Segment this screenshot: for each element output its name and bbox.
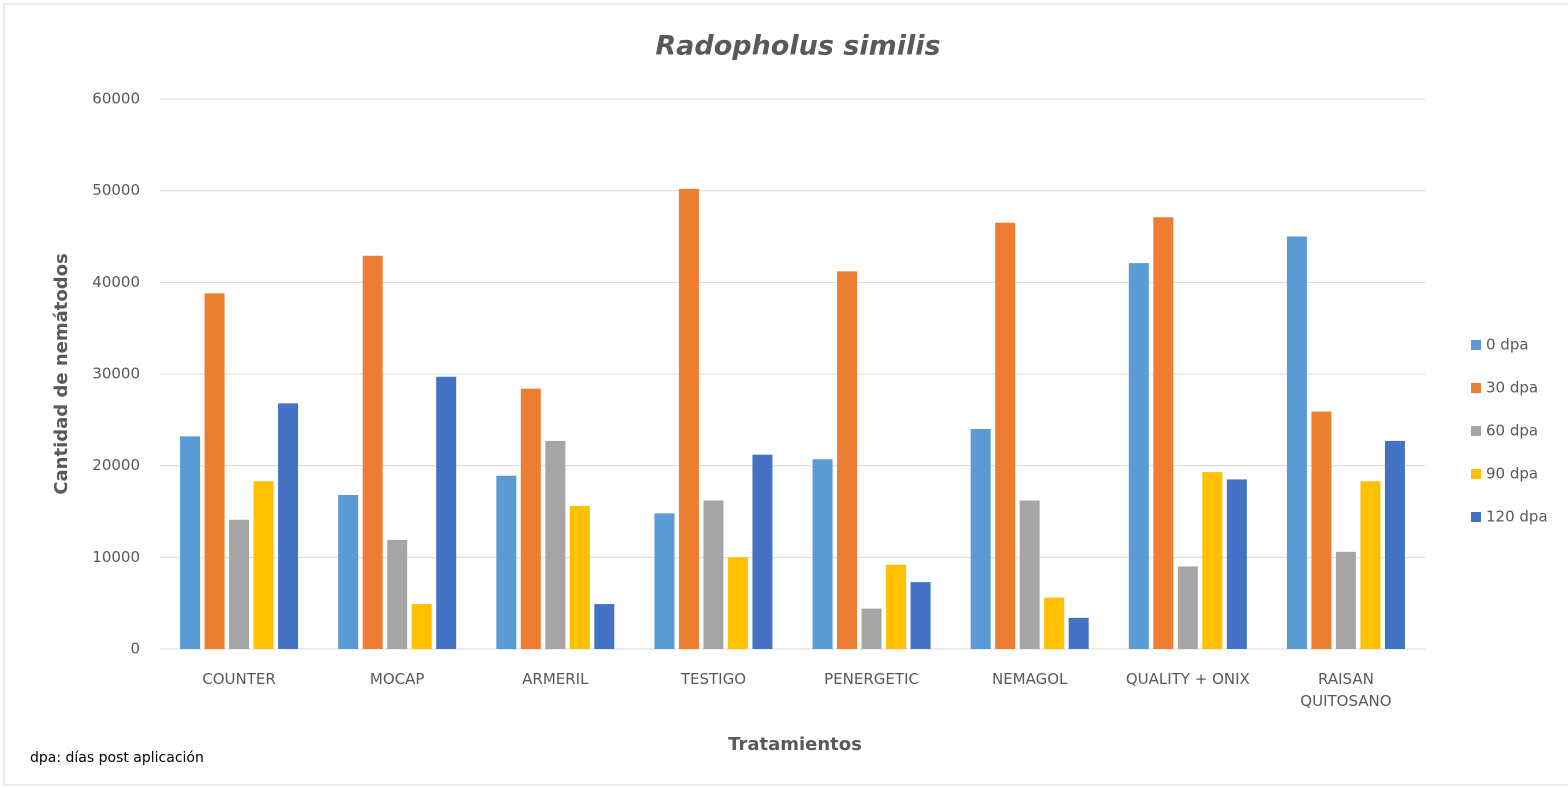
bar	[837, 271, 858, 649]
bar	[1044, 597, 1065, 649]
bar	[1153, 217, 1174, 649]
chart-border	[3, 3, 1568, 786]
x-tick-label: QUALITY + ONIX	[1125, 670, 1250, 688]
x-tick-label: ARMERIL	[522, 670, 589, 688]
bar	[886, 564, 907, 649]
bar	[338, 495, 359, 649]
legend-swatch	[1471, 512, 1481, 522]
bar	[703, 500, 724, 649]
bar	[1177, 566, 1198, 649]
y-tick-label: 40000	[92, 273, 140, 291]
bar	[253, 481, 274, 649]
bar	[910, 582, 931, 649]
bar	[1019, 500, 1040, 649]
bar	[752, 454, 773, 649]
bar	[1068, 617, 1089, 649]
bar	[1311, 411, 1332, 649]
bar	[569, 506, 590, 649]
bar	[387, 539, 408, 649]
x-tick-label: NEMAGOL	[991, 670, 1068, 688]
y-tick-label: 60000	[92, 90, 140, 108]
x-tick-label: PENERGETIC	[824, 670, 919, 688]
bar	[545, 440, 566, 649]
bar	[496, 475, 517, 649]
bar	[1384, 440, 1405, 649]
bar	[970, 429, 991, 649]
bar	[1335, 551, 1356, 649]
y-tick-label: 10000	[92, 548, 140, 566]
bar	[180, 436, 201, 649]
bar	[861, 608, 882, 649]
bar	[411, 604, 432, 649]
bar	[1286, 236, 1307, 649]
bar	[278, 403, 299, 649]
legend-swatch	[1471, 383, 1481, 393]
legend-label: 30 dpa	[1486, 379, 1538, 397]
x-axis-title: Tratamientos	[728, 734, 862, 755]
legend-label: 60 dpa	[1486, 422, 1538, 440]
bar	[204, 293, 225, 649]
y-tick-label: 30000	[92, 365, 140, 383]
bar	[995, 222, 1016, 649]
bar	[654, 513, 675, 649]
legend-label: 120 dpa	[1486, 508, 1548, 526]
bar	[594, 604, 615, 649]
bar	[229, 519, 250, 649]
x-tick-label: TESTIGO	[680, 670, 747, 688]
bar	[1226, 479, 1247, 649]
bar	[812, 459, 833, 649]
bar	[520, 388, 541, 649]
legend-swatch	[1471, 340, 1481, 350]
legend-swatch	[1471, 426, 1481, 436]
bar	[678, 188, 699, 650]
y-tick-label: 20000	[92, 456, 140, 474]
note: dpa: días post aplicación	[30, 750, 204, 766]
x-tick-label: MOCAP	[369, 670, 425, 688]
bar	[727, 557, 748, 649]
bar	[1202, 472, 1223, 649]
bar	[1128, 263, 1149, 649]
x-tick-label: RAISAN QUITOSANO	[1300, 670, 1392, 710]
legend-swatch	[1471, 469, 1481, 479]
bar	[436, 376, 457, 649]
bar	[362, 255, 383, 649]
legend-label: 90 dpa	[1486, 465, 1538, 483]
bar	[1360, 481, 1381, 649]
y-tick-label: 50000	[92, 181, 140, 199]
x-tick-label: COUNTER	[202, 670, 276, 688]
y-tick-label: 0	[130, 640, 140, 658]
chart-title: Radopholus similis	[655, 31, 940, 62]
y-axis-title: Cantidad de nemátodos	[51, 253, 72, 494]
legend-label: 0 dpa	[1486, 336, 1529, 354]
